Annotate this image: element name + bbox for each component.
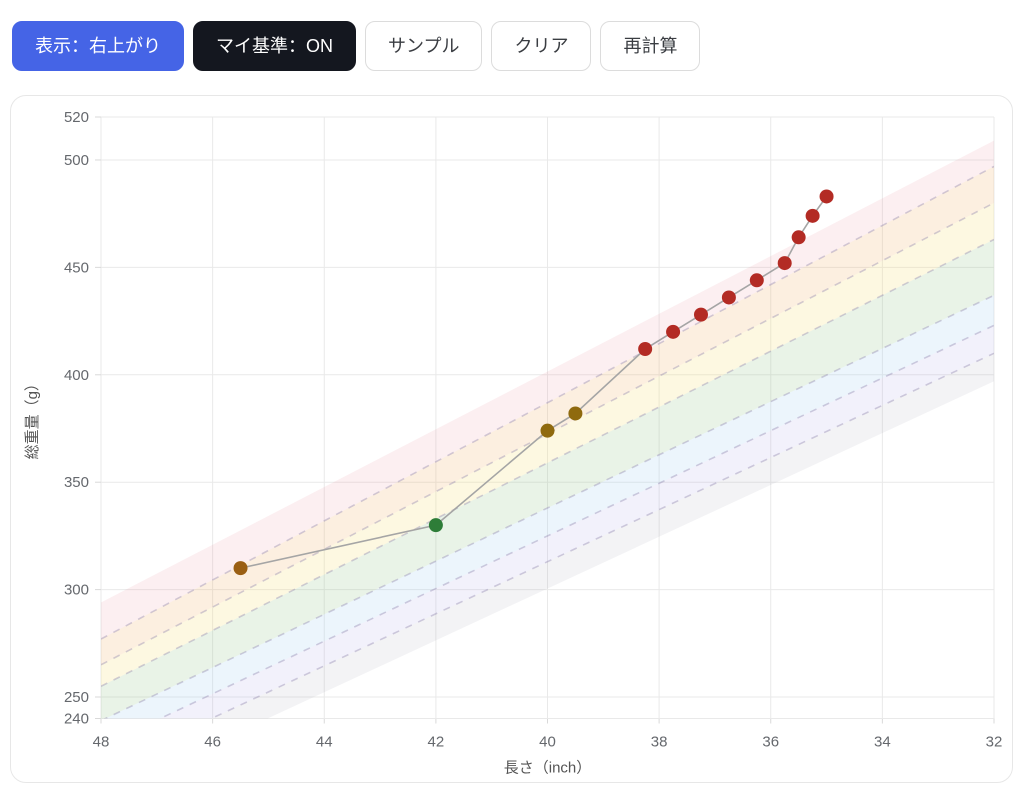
- zone-boundary-lines: [101, 165, 994, 719]
- data-point[interactable]: [721, 290, 736, 305]
- y-axis-tick-label: 400: [64, 367, 89, 384]
- data-point[interactable]: [568, 406, 583, 421]
- zone-band: [160, 325, 994, 719]
- data-point[interactable]: [428, 518, 443, 533]
- my-standard-toggle-button[interactable]: マイ基準：ON: [193, 21, 356, 71]
- zone-boundary-dashed-line: [209, 352, 994, 719]
- zone-boundary-dashed-line: [103, 294, 994, 719]
- y-axis-tick-label: 520: [64, 109, 89, 126]
- y-axis-tick-label: 450: [64, 259, 89, 276]
- data-point[interactable]: [540, 423, 555, 438]
- x-axis-tick-label: 44: [316, 734, 333, 751]
- zone-boundary-dashed-line: [158, 324, 994, 719]
- zone-bands: [101, 140, 994, 719]
- data-point[interactable]: [666, 324, 681, 339]
- x-axis-tick-label: 48: [93, 734, 110, 751]
- data-point[interactable]: [749, 273, 764, 288]
- data-point[interactable]: [791, 230, 806, 245]
- x-axis-tick-label: 46: [204, 734, 221, 751]
- x-axis-tick-label: 36: [762, 734, 779, 751]
- zone-band: [101, 166, 994, 665]
- zone-band: [101, 140, 994, 640]
- data-point[interactable]: [777, 256, 792, 271]
- weight-flow-chart[interactable]: 48 46 44 42 40 38 36 34 32 240 250 300 350 400 450 500 5…: [11, 96, 1012, 782]
- zone-band: [101, 239, 994, 719]
- display-mode-button[interactable]: 表示：右上がり: [12, 21, 184, 71]
- data-point[interactable]: [819, 189, 834, 204]
- y-axis-tick-label: 500: [64, 152, 89, 169]
- grid-lines: 48 46 44 42 40 38 36 34 32 240 250 300 350 400 450 500 5…: [64, 109, 1002, 751]
- data-point[interactable]: [805, 208, 820, 223]
- y-axis-tick-label: 300: [64, 582, 89, 599]
- x-axis-tick-label: 42: [428, 734, 445, 751]
- x-axis-tick-label: 40: [539, 734, 556, 751]
- sample-button[interactable]: サンプル: [365, 21, 483, 71]
- x-axis-tick-label: 34: [874, 734, 891, 751]
- zone-band: [101, 202, 994, 687]
- clear-button[interactable]: クリア: [491, 21, 592, 71]
- chart-card: 48 46 44 42 40 38 36 34 32 240 250 300 350 400 450 500 5…: [10, 95, 1013, 783]
- x-axis-tick-label: 32: [986, 734, 1003, 751]
- y-axis-tick-label: 240: [64, 711, 89, 728]
- recalculate-button[interactable]: 再計算: [600, 21, 701, 71]
- data-point[interactable]: [693, 307, 708, 322]
- zone-boundary-dashed-line: [101, 238, 994, 687]
- data-point[interactable]: [233, 561, 248, 576]
- zone-boundary-dashed-line: [101, 165, 994, 640]
- data-points: [233, 189, 834, 576]
- zone-band: [211, 353, 994, 719]
- y-axis-title: 総重量（g）: [24, 376, 41, 459]
- zone-band: [105, 295, 994, 719]
- x-axis-tick-label: 38: [651, 734, 668, 751]
- x-axis-title: 長さ（inch）: [504, 760, 592, 777]
- data-point[interactable]: [638, 342, 653, 357]
- toolbar: 表示：右上がり マイ基準：ON サンプル クリア 再計算: [12, 21, 701, 71]
- y-axis-tick-label: 250: [64, 689, 89, 706]
- y-axis-tick-label: 350: [64, 474, 89, 491]
